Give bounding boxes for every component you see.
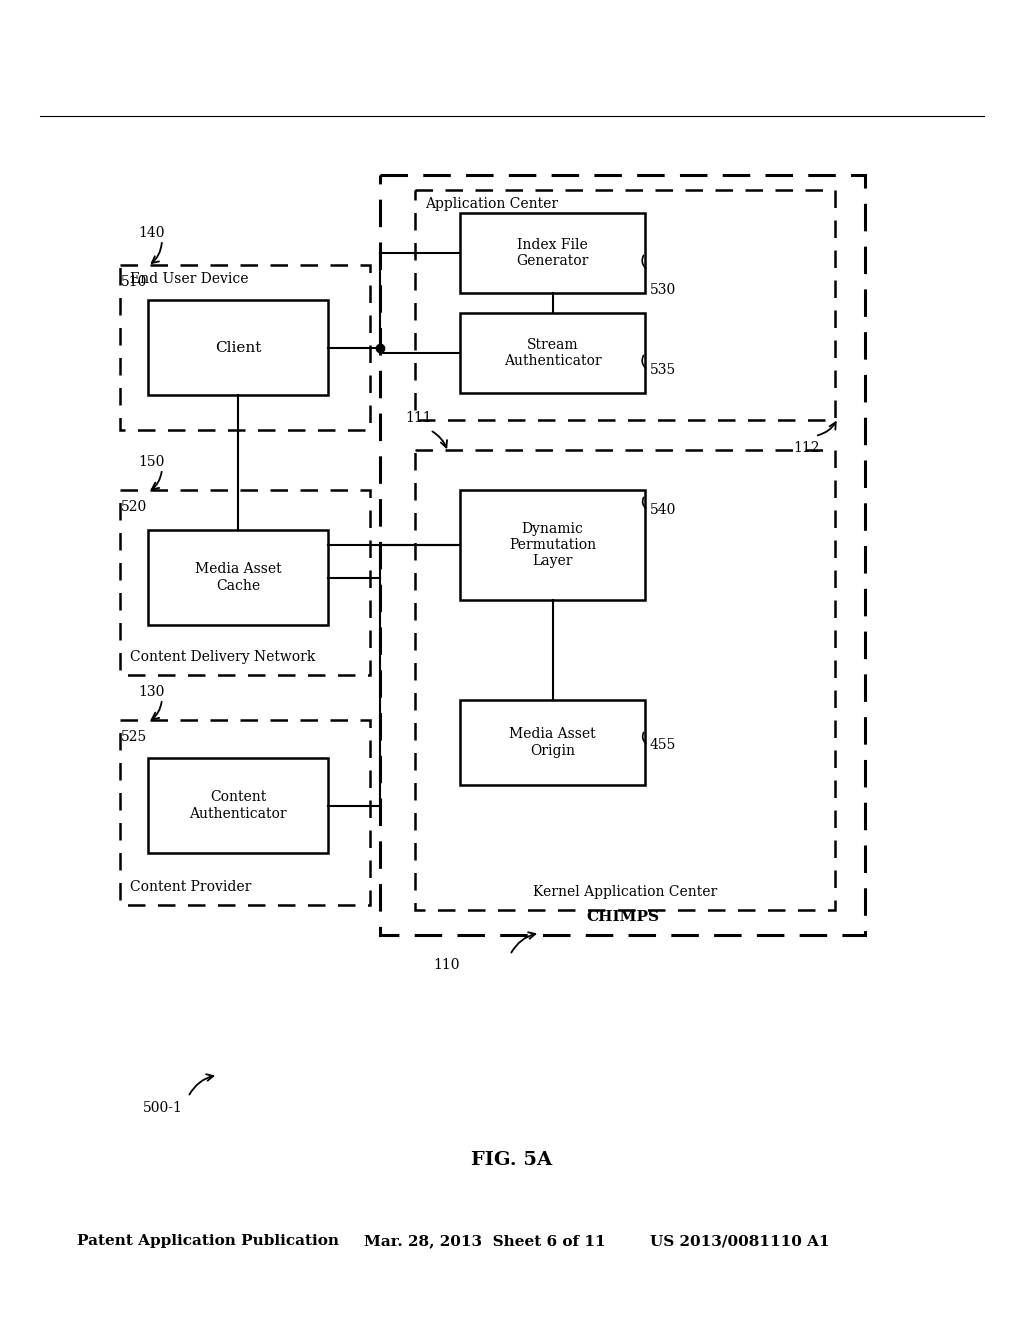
- Bar: [460, 213, 645, 293]
- Text: 520: 520: [121, 500, 147, 513]
- Text: FIG. 5A: FIG. 5A: [471, 1151, 553, 1170]
- Text: CHIMPS: CHIMPS: [586, 909, 659, 924]
- Text: Application Center: Application Center: [425, 197, 558, 211]
- Text: Media Asset
Cache: Media Asset Cache: [195, 562, 282, 593]
- Text: Content Delivery Network: Content Delivery Network: [130, 649, 315, 664]
- Text: Client: Client: [215, 341, 261, 355]
- Bar: [380, 176, 865, 935]
- Text: Content
Authenticator: Content Authenticator: [189, 791, 287, 821]
- Text: 525: 525: [121, 730, 147, 744]
- Text: 112: 112: [793, 441, 819, 455]
- Bar: [460, 313, 645, 393]
- Text: Index File
Generator: Index File Generator: [516, 238, 589, 268]
- Text: 140: 140: [138, 226, 165, 240]
- Bar: [148, 758, 328, 853]
- Text: 111: 111: [406, 411, 432, 425]
- Text: 510: 510: [121, 275, 147, 289]
- Bar: [120, 490, 370, 675]
- Text: Stream
Authenticator: Stream Authenticator: [504, 338, 601, 368]
- Text: Mar. 28, 2013  Sheet 6 of 11: Mar. 28, 2013 Sheet 6 of 11: [364, 1234, 605, 1249]
- Text: 535: 535: [650, 363, 676, 378]
- Text: 540: 540: [650, 503, 677, 517]
- Bar: [148, 531, 328, 624]
- Text: Patent Application Publication: Patent Application Publication: [77, 1234, 339, 1249]
- Text: 530: 530: [650, 282, 676, 297]
- Text: Media Asset
Origin: Media Asset Origin: [509, 727, 596, 758]
- Text: Dynamic
Permutation
Layer: Dynamic Permutation Layer: [509, 521, 596, 568]
- Text: 150: 150: [138, 455, 165, 469]
- Bar: [460, 490, 645, 601]
- Text: 110: 110: [433, 958, 460, 972]
- Bar: [415, 450, 835, 909]
- Text: US 2013/0081110 A1: US 2013/0081110 A1: [650, 1234, 829, 1249]
- Bar: [148, 300, 328, 395]
- Text: End User Device: End User Device: [130, 272, 249, 286]
- Text: 455: 455: [650, 738, 677, 752]
- Bar: [460, 700, 645, 785]
- Text: Content Provider: Content Provider: [130, 880, 251, 894]
- Text: 130: 130: [138, 685, 165, 700]
- Text: 500-1: 500-1: [143, 1101, 183, 1115]
- Bar: [415, 190, 835, 420]
- Text: Kernel Application Center: Kernel Application Center: [532, 884, 717, 899]
- Bar: [120, 719, 370, 906]
- Bar: [120, 265, 370, 430]
